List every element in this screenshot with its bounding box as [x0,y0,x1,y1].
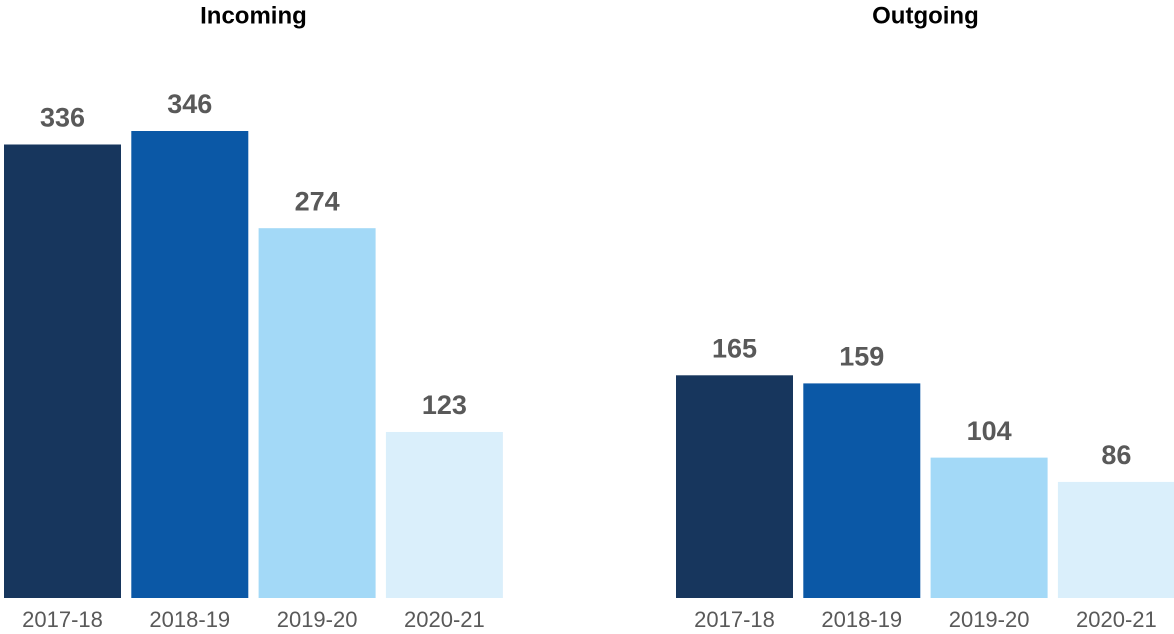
value-label: 165 [712,333,757,363]
x-tick-label: 2018-19 [821,607,902,632]
x-tick-label: 2018-19 [149,607,230,632]
x-tick-label: 2019-20 [949,607,1030,632]
x-tick-label: 2019-20 [277,607,358,632]
x-tick-label: 2017-18 [22,607,103,632]
value-label: 86 [1101,440,1131,470]
bar [676,375,793,598]
value-label: 336 [40,103,85,133]
bar [930,457,1048,598]
bar [385,431,503,598]
x-tick-label: 2020-21 [1076,607,1157,632]
bar [1057,481,1174,598]
bar [258,228,376,598]
value-label: 159 [839,342,884,372]
value-label: 123 [422,390,467,420]
value-label: 346 [167,89,212,119]
value-label: 274 [295,186,340,216]
chart-title: Incoming [200,2,307,29]
bar [803,383,921,598]
bar [4,144,121,598]
chart-title: Outgoing [872,2,979,29]
value-label: 104 [967,416,1012,446]
bar [131,131,249,598]
x-tick-label: 2020-21 [404,607,485,632]
x-tick-label: 2017-18 [694,607,775,632]
